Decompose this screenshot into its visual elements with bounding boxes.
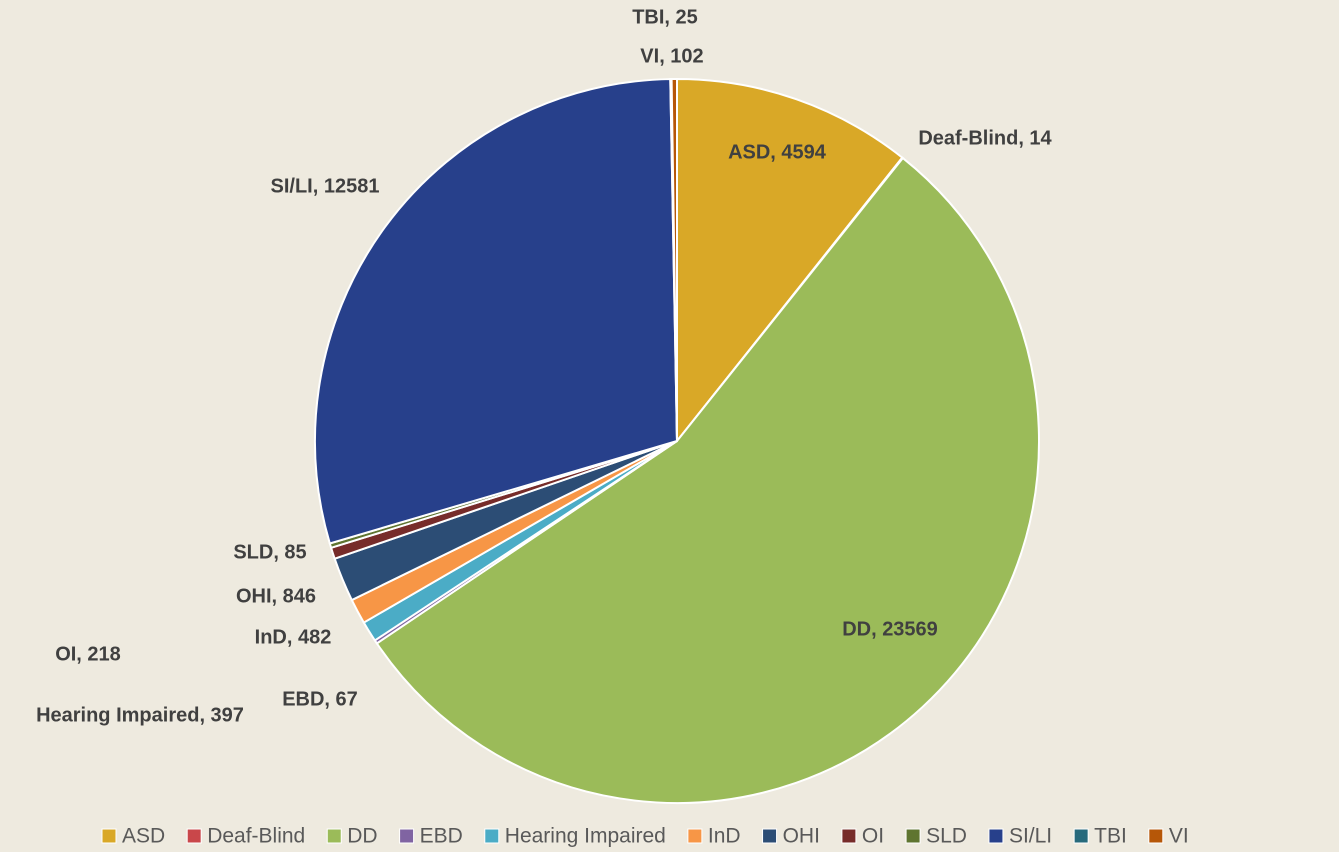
legend-swatch — [1073, 828, 1089, 844]
legend-label: OHI — [783, 825, 820, 848]
legend-swatch — [484, 828, 500, 844]
data-label: OHI, 846 — [236, 585, 316, 607]
pie-slice — [670, 77, 678, 442]
legend-swatch — [762, 828, 778, 844]
legend-label: DD — [347, 825, 377, 848]
data-label: Deaf-Blind, 14 — [918, 127, 1052, 149]
data-label: SI/LI, 12581 — [271, 175, 380, 197]
legend-label: Deaf-Blind — [207, 825, 305, 848]
legend-swatch — [399, 828, 415, 844]
legend-swatch — [687, 828, 703, 844]
legend-swatch — [326, 828, 342, 844]
legend-swatch — [101, 828, 117, 844]
data-label: Hearing Impaired, 397 — [36, 704, 244, 726]
pie-slice — [375, 156, 1040, 804]
legend-swatch — [186, 828, 202, 844]
legend-label: SLD — [926, 825, 967, 848]
legend-label: SI/LI — [1009, 825, 1052, 848]
data-label: EBD, 67 — [282, 688, 358, 710]
data-label: TBI, 25 — [632, 6, 698, 28]
legend-label: EBD — [420, 825, 463, 848]
legend-label: InD — [708, 825, 741, 848]
legend-swatch — [988, 828, 1004, 844]
legend-label: TBI — [1094, 825, 1127, 848]
legend-label: OI — [862, 825, 884, 848]
data-label: ASD, 4594 — [728, 141, 827, 163]
legend-label: Hearing Impaired — [505, 825, 666, 848]
legend-swatch — [905, 828, 921, 844]
legend-swatch — [841, 828, 857, 844]
pie-slice — [314, 78, 679, 545]
data-label: InD, 482 — [255, 626, 332, 648]
legend-label: ASD — [122, 825, 165, 848]
data-label: OI, 218 — [55, 643, 121, 665]
legend-swatch — [1148, 828, 1164, 844]
pie-slice — [676, 77, 904, 444]
legend-label: VI — [1169, 825, 1189, 848]
data-label: VI, 102 — [640, 45, 703, 67]
data-label: DD, 23569 — [842, 618, 938, 640]
data-label: SLD, 85 — [233, 541, 306, 563]
